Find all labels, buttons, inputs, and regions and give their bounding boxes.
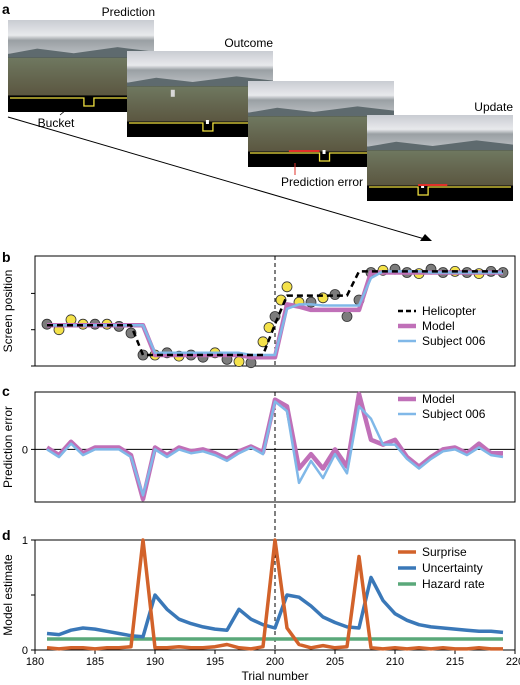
- prediction-error-label: Prediction error: [281, 175, 363, 189]
- panel-d-letter: d: [2, 527, 11, 543]
- panel-a-letter: a: [2, 1, 10, 17]
- mountain-image: [367, 140, 513, 151]
- legend-label: Surprise: [422, 545, 467, 559]
- panel-b-letter: b: [2, 249, 11, 265]
- x-tick-label: 215: [446, 656, 464, 668]
- screen-title-update: Update: [474, 100, 513, 114]
- bucket-icon: [250, 152, 392, 162]
- y-tick-label: 0: [22, 444, 28, 456]
- sky-image: [127, 51, 273, 83]
- legend-label: Model: [422, 319, 455, 333]
- outcome-marker: [205, 120, 209, 124]
- bucket-icon: [369, 186, 511, 196]
- screen-title-prediction: Prediction: [102, 5, 155, 19]
- screen-title-outcome: Outcome: [224, 36, 273, 50]
- mountain-image: [248, 106, 394, 117]
- series-line-model: [45, 391, 503, 502]
- outcome-point: [125, 327, 137, 339]
- y-axis-label: Screen position: [1, 270, 15, 353]
- bucket-icon: [129, 122, 271, 132]
- series-line-helicopter: [47, 270, 503, 357]
- x-tick-label: 180: [26, 656, 44, 668]
- legend-label: Uncertainty: [422, 561, 483, 575]
- x-tick-label: 200: [266, 656, 284, 668]
- sky-image: [8, 20, 154, 54]
- mountain-image: [8, 47, 154, 58]
- x-axis-label: Trial number: [242, 669, 309, 683]
- legend-label: Hazard rate: [422, 577, 485, 591]
- x-tick-label: 185: [86, 656, 104, 668]
- outcome-point: [233, 356, 245, 368]
- y-axis-label: Prediction error: [1, 406, 15, 488]
- bucket-pointer: [59, 99, 79, 116]
- time-arrow: [7, 116, 429, 241]
- task-screens: Prediction Outcome Update Bucket Prediction …: [8, 5, 513, 201]
- y-tick-label: 0: [22, 645, 28, 657]
- outcome-point: [317, 292, 329, 304]
- panel-c-letter: c: [2, 383, 10, 399]
- legend-label: Helicopter: [422, 304, 476, 318]
- legend-label: Model: [422, 392, 455, 406]
- series-line-surprise: [46, 538, 503, 651]
- legend-label: Subject 006: [422, 334, 486, 348]
- x-tick-label: 210: [386, 656, 404, 668]
- mountain-image: [127, 76, 273, 87]
- bucket-label: Bucket: [38, 116, 75, 130]
- x-tick-label: 205: [326, 656, 344, 668]
- y-tick-label: 1: [22, 535, 28, 547]
- outcome-point: [137, 349, 149, 361]
- sky-image: [367, 115, 513, 147]
- bucket-icon: [10, 97, 152, 107]
- series-line-subject-006: [46, 400, 504, 497]
- screen-4: [367, 115, 513, 201]
- x-tick-label: 195: [206, 656, 224, 668]
- model-estimate-chart: Model estimate 0 1 180 185 190 195 200 205 210 215…: [1, 512, 520, 683]
- outcome-point: [257, 336, 269, 348]
- x-tick-label: 220: [506, 656, 520, 668]
- x-tick-label: 190: [146, 656, 164, 668]
- outcome-marker: [322, 150, 326, 154]
- field-image: [367, 150, 513, 186]
- y-axis-label: Model estimate: [1, 554, 15, 636]
- helicopter-icon: [170, 89, 175, 97]
- outcome-point: [281, 281, 293, 293]
- legend-label: Subject 006: [422, 407, 486, 421]
- series-line-uncertainty: [46, 575, 504, 639]
- time-arrow-head: [420, 234, 432, 241]
- sky-image: [248, 81, 394, 113]
- outcome-point: [341, 311, 353, 322]
